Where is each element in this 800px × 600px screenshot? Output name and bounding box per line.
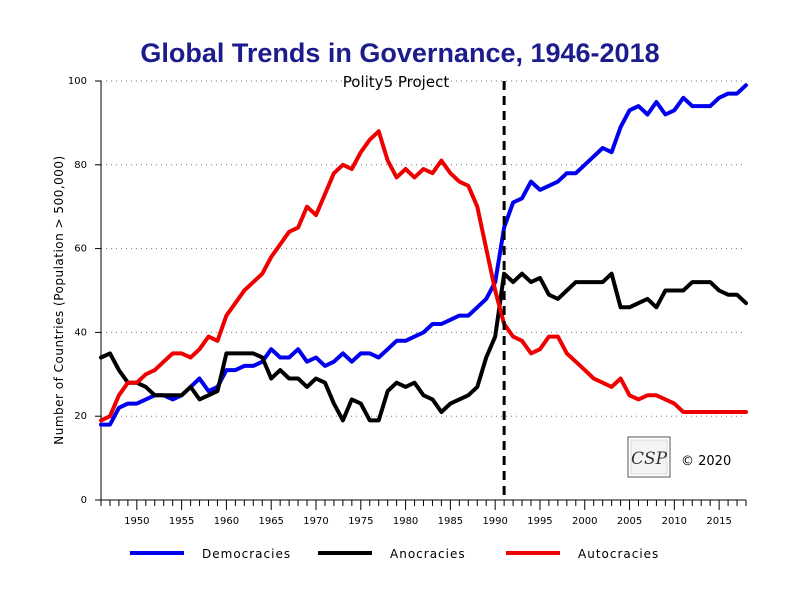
y-tick-label-0: 0 (81, 495, 87, 506)
x-tick-label-1970: 1970 (303, 516, 328, 527)
y-tick-label-40: 40 (74, 327, 87, 338)
x-tick-label-2000: 2000 (572, 516, 597, 527)
copyright-text: © 2020 (681, 454, 731, 469)
y-tick-labels: 0 20 40 60 80 100 (68, 76, 87, 506)
x-tick-label-1975: 1975 (348, 516, 373, 527)
legend-label-autocracies: Autocracies (578, 547, 659, 561)
logo-text: CSP (631, 449, 668, 469)
y-tick-label-60: 60 (74, 244, 87, 255)
y-tick-label-100: 100 (68, 76, 87, 87)
grid-lines (101, 80, 746, 417)
series-line-anocracies (99, 271, 748, 423)
x-tick-label-2005: 2005 (617, 516, 642, 527)
x-tick-label-1990: 1990 (482, 516, 507, 527)
x-tick-label-2015: 2015 (706, 516, 731, 527)
series-line-democracies (99, 83, 748, 427)
x-tick-label-1980: 1980 (393, 516, 418, 527)
x-tick-labels: 1950 1955 1960 1965 1970 1975 1980 1985 1990 1995… (124, 516, 732, 527)
legend-label-anocracies: Anocracies (390, 547, 466, 561)
x-tick-label-1965: 1965 (258, 516, 283, 527)
x-tick-label-1955: 1955 (169, 516, 194, 527)
csp-logo: CSP (627, 436, 671, 478)
x-tick-label-1950: 1950 (124, 516, 149, 527)
y-tick-label-80: 80 (74, 160, 87, 171)
y-axis-label: Number of Countries (Population > 500,00… (52, 155, 66, 444)
x-tick-label-1995: 1995 (527, 516, 552, 527)
x-tick-label-1960: 1960 (214, 516, 239, 527)
legend-label-democracies: Democracies (202, 547, 291, 561)
axes (95, 80, 747, 510)
chart-subtitle: Polity5 Project (343, 73, 450, 91)
series-line-autocracies (99, 129, 748, 423)
legend: Democracies Anocracies Autocracies (130, 547, 659, 561)
x-tick-label-2010: 2010 (662, 516, 687, 527)
y-tick-label-20: 20 (74, 411, 87, 422)
chart-title: Global Trends in Governance, 1946-2018 (140, 38, 659, 68)
x-tick-label-1985: 1985 (438, 516, 463, 527)
series-lines (99, 83, 748, 427)
